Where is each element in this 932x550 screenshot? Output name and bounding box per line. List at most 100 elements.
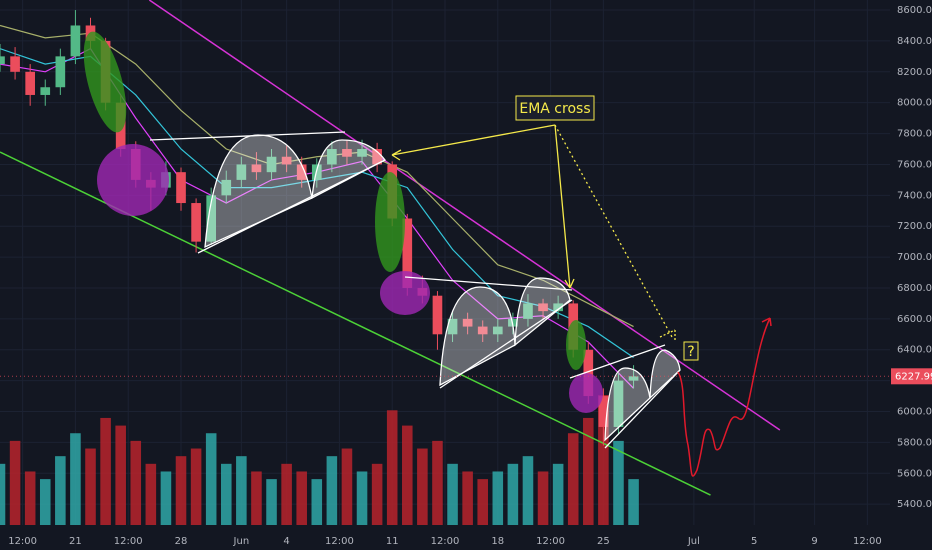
candle-body bbox=[176, 172, 186, 204]
volume-bar bbox=[417, 448, 428, 525]
annotation: ? bbox=[687, 344, 694, 360]
candle-body bbox=[372, 149, 382, 165]
candle-body bbox=[10, 56, 20, 72]
candle-body bbox=[70, 25, 81, 57]
volume-bar bbox=[24, 471, 36, 525]
last-price-box bbox=[891, 368, 932, 385]
volume-bar bbox=[507, 463, 519, 525]
volume-bar bbox=[85, 448, 96, 525]
y-tick-label: 6800.00 bbox=[897, 283, 932, 294]
candle-body bbox=[402, 218, 413, 288]
x-tick-label: 5 bbox=[751, 536, 757, 547]
pattern-arc bbox=[439, 286, 516, 387]
x-tick-label: 12:00 bbox=[536, 536, 565, 547]
y-tick-label: 5800.00 bbox=[897, 437, 932, 448]
y-tick-label: 6400.00 bbox=[897, 345, 932, 356]
volume-bar bbox=[402, 425, 413, 525]
candle-body bbox=[221, 179, 232, 196]
candle-body bbox=[251, 164, 262, 173]
drawings: EMA cross ? bbox=[83, 31, 772, 477]
volume-bar bbox=[628, 479, 639, 525]
candle-body bbox=[523, 303, 533, 319]
candle-body bbox=[206, 195, 217, 242]
y-tick-label: 5600.00 bbox=[897, 468, 932, 479]
volume-bar bbox=[552, 463, 564, 525]
candle-body bbox=[40, 87, 51, 95]
dotted-arrow bbox=[554, 124, 673, 338]
volume-bar bbox=[371, 463, 383, 525]
x-tick-label: 9 bbox=[811, 536, 817, 547]
pattern-line bbox=[604, 369, 681, 449]
volume-bar bbox=[341, 448, 353, 525]
y-tick-label: 6600.00 bbox=[897, 314, 932, 325]
candle-body bbox=[583, 349, 594, 397]
candle-body bbox=[628, 376, 639, 381]
x-tick-label: Jun bbox=[233, 536, 250, 547]
annotation-box bbox=[515, 95, 595, 121]
candle-body bbox=[462, 318, 473, 327]
pattern-line bbox=[569, 344, 666, 379]
trend-line bbox=[148, 0, 781, 431]
x-tick-label: 12:00 bbox=[8, 536, 37, 547]
projection-path bbox=[677, 317, 772, 477]
volume-bar bbox=[613, 440, 624, 525]
y-tick-label: 8000.00 bbox=[897, 98, 932, 109]
volume-bar bbox=[311, 479, 323, 525]
x-tick-label: 28 bbox=[175, 536, 188, 547]
candle-body bbox=[538, 303, 548, 312]
y-tick-label: 8400.00 bbox=[897, 36, 932, 47]
candle-body bbox=[266, 156, 277, 173]
pattern-line bbox=[149, 131, 346, 141]
x-tick-label: 12:00 bbox=[325, 536, 354, 547]
x-tick-label: 25 bbox=[597, 536, 610, 547]
candle-body bbox=[296, 164, 307, 180]
volume-bar bbox=[386, 410, 398, 525]
highlight-ellipse bbox=[566, 320, 586, 370]
volume-bar bbox=[39, 479, 51, 525]
candle-body bbox=[432, 295, 443, 335]
axes: 5400.005600.005800.006000.006200.006400.… bbox=[0, 5, 932, 547]
candle-body bbox=[0, 56, 5, 65]
volume-bar bbox=[281, 463, 292, 525]
candle-body bbox=[236, 164, 247, 180]
y-tick-label: 6000.00 bbox=[897, 407, 932, 418]
highlight-ellipse bbox=[375, 172, 405, 272]
y-tick-label: 5400.00 bbox=[897, 499, 932, 510]
volume-bar bbox=[236, 456, 247, 525]
pattern-arc bbox=[204, 134, 313, 249]
pattern-line bbox=[404, 276, 573, 291]
candle-body bbox=[357, 149, 367, 157]
y-tick-label: 8200.00 bbox=[897, 67, 932, 78]
volume-bar bbox=[190, 448, 202, 525]
y-tick-label: 8600.00 bbox=[897, 5, 932, 16]
y-tick-label: 7200.00 bbox=[897, 221, 932, 232]
pattern-arc bbox=[311, 139, 386, 200]
volume-bar bbox=[266, 479, 277, 525]
volume-bar bbox=[100, 417, 111, 525]
volume-bar bbox=[160, 471, 172, 525]
candle-body bbox=[447, 318, 458, 335]
volume-bar bbox=[145, 463, 157, 525]
volume-bar bbox=[356, 471, 368, 525]
candle-body bbox=[327, 149, 337, 165]
volume-bar bbox=[462, 471, 473, 525]
pattern-arc bbox=[514, 277, 571, 347]
volume-bar bbox=[326, 456, 338, 525]
pattern-arc bbox=[649, 349, 681, 400]
x-tick-label: 12:00 bbox=[114, 536, 143, 547]
volume-bar bbox=[537, 471, 549, 525]
highlight-circle bbox=[97, 144, 169, 216]
candle-body bbox=[492, 326, 503, 335]
volume-bar bbox=[251, 471, 262, 525]
grid bbox=[0, 0, 890, 525]
volume-bar bbox=[492, 471, 504, 525]
candle-body bbox=[55, 56, 66, 88]
arrow bbox=[391, 124, 556, 161]
volume-bar bbox=[115, 425, 126, 525]
x-tick-label: 21 bbox=[69, 536, 82, 547]
x-tick-label: 12:00 bbox=[853, 536, 882, 547]
volume-bar bbox=[432, 440, 443, 525]
volume-bar bbox=[0, 463, 6, 525]
